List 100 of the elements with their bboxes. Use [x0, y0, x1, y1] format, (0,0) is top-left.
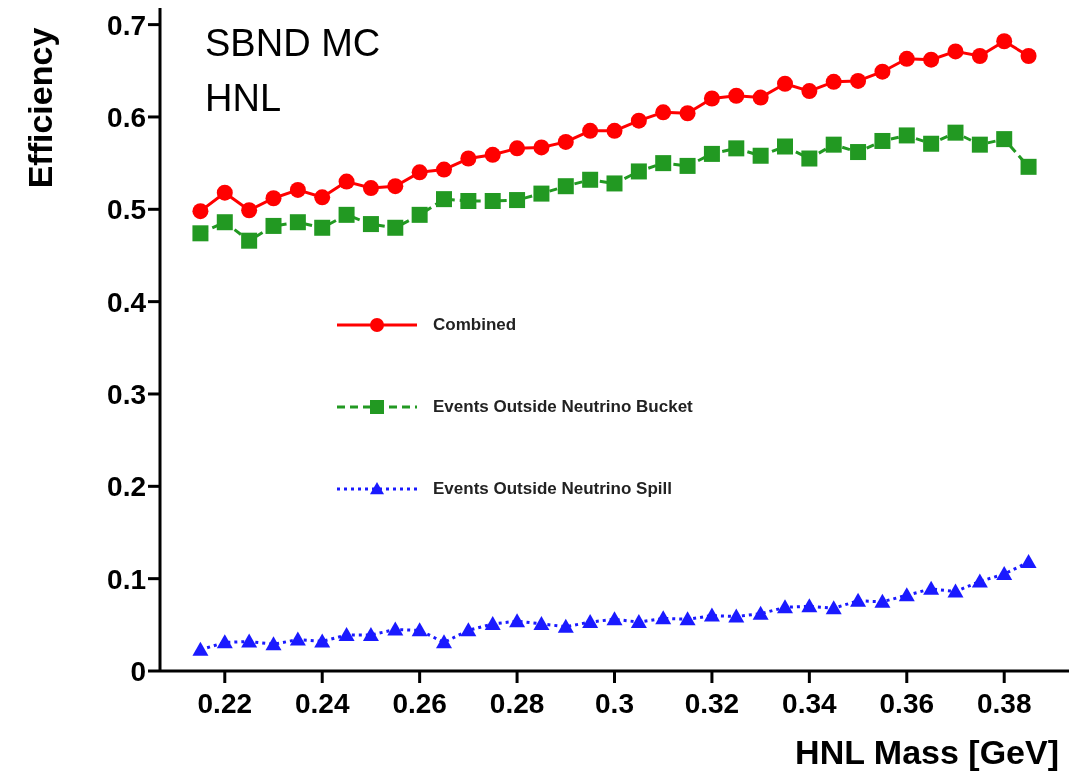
point: [557, 178, 574, 195]
point: [971, 136, 988, 153]
point: [947, 583, 964, 598]
point: [850, 592, 867, 607]
point: [265, 190, 282, 207]
point: [996, 131, 1013, 148]
point: [265, 636, 282, 651]
point: [509, 613, 526, 628]
point: [314, 219, 331, 236]
point: [655, 155, 672, 172]
point: [703, 607, 720, 622]
point: [582, 122, 599, 139]
point: [752, 605, 769, 620]
x-tick-label: 0.26: [392, 687, 447, 719]
y-axis-title: Efficiency: [21, 27, 60, 189]
point: [898, 587, 915, 602]
x-tick-label: 0.38: [976, 687, 1032, 719]
point: [971, 48, 988, 65]
point: [484, 146, 501, 163]
annotation: HNL: [205, 77, 282, 120]
y-tick-label: 0.7: [107, 9, 146, 41]
y-tick-label: 0: [130, 655, 146, 687]
y-tick-label: 0.6: [107, 101, 146, 133]
legend-label: Combined: [433, 315, 517, 335]
point: [703, 145, 720, 162]
point: [362, 216, 379, 233]
point: [533, 615, 550, 630]
point: [679, 611, 696, 626]
point: [850, 144, 867, 161]
point: [655, 610, 672, 625]
point: [557, 133, 574, 150]
point: [362, 180, 379, 197]
point: [655, 104, 672, 121]
legend-label: Events Outside Neutrino Spill: [433, 479, 672, 499]
point: [509, 140, 526, 157]
x-tick-label: 0.24: [294, 687, 350, 719]
point: [484, 192, 501, 209]
point: [411, 164, 428, 181]
point: [874, 593, 891, 608]
point: [752, 89, 769, 106]
point: [192, 203, 209, 220]
point: [241, 633, 258, 648]
point: [752, 147, 769, 164]
point: [606, 611, 623, 626]
point: [947, 124, 964, 141]
point: [630, 112, 647, 129]
point: [606, 175, 623, 192]
point: [411, 622, 428, 637]
point: [314, 633, 331, 648]
point: [387, 219, 404, 236]
point: [533, 139, 550, 156]
point: [216, 184, 233, 201]
point: [996, 566, 1013, 581]
point: [241, 232, 258, 249]
point: [265, 217, 282, 234]
point: [801, 150, 818, 167]
point: [338, 173, 355, 190]
point: [825, 136, 842, 153]
point: [850, 72, 867, 89]
y-tick-label: 0.1: [107, 563, 146, 595]
x-tick-label: 0.34: [782, 687, 838, 719]
point: [484, 615, 501, 630]
point: [509, 192, 526, 209]
point: [338, 206, 355, 223]
point: [923, 580, 940, 595]
point: [703, 90, 720, 107]
point: [411, 206, 428, 223]
point: [289, 181, 306, 198]
point: [1020, 48, 1037, 65]
y-tick-label: 0.3: [107, 378, 146, 410]
point: [971, 573, 988, 588]
point: [825, 73, 842, 90]
point: [728, 608, 745, 623]
annotation: SBND MC: [205, 22, 381, 65]
point: [557, 618, 574, 633]
x-tick-label: 0.32: [684, 687, 740, 719]
point: [874, 63, 891, 80]
point: [1020, 554, 1037, 569]
point: [679, 105, 696, 122]
point: [289, 214, 306, 231]
point: [338, 626, 355, 641]
point: [460, 192, 477, 209]
point: [898, 50, 915, 67]
point: [533, 185, 550, 202]
point: [241, 202, 258, 219]
point: [801, 83, 818, 100]
point: [630, 614, 647, 629]
point: [728, 140, 745, 157]
x-tick-label: 0.28: [489, 687, 545, 719]
point: [679, 157, 696, 174]
point: [436, 191, 452, 208]
point: [947, 43, 964, 60]
point: [582, 171, 599, 188]
point: [923, 51, 940, 68]
point: [192, 225, 209, 242]
point: [777, 138, 793, 155]
point: [289, 631, 306, 646]
point: [387, 178, 404, 195]
y-tick-label: 0.4: [107, 286, 147, 318]
point: [387, 621, 404, 636]
